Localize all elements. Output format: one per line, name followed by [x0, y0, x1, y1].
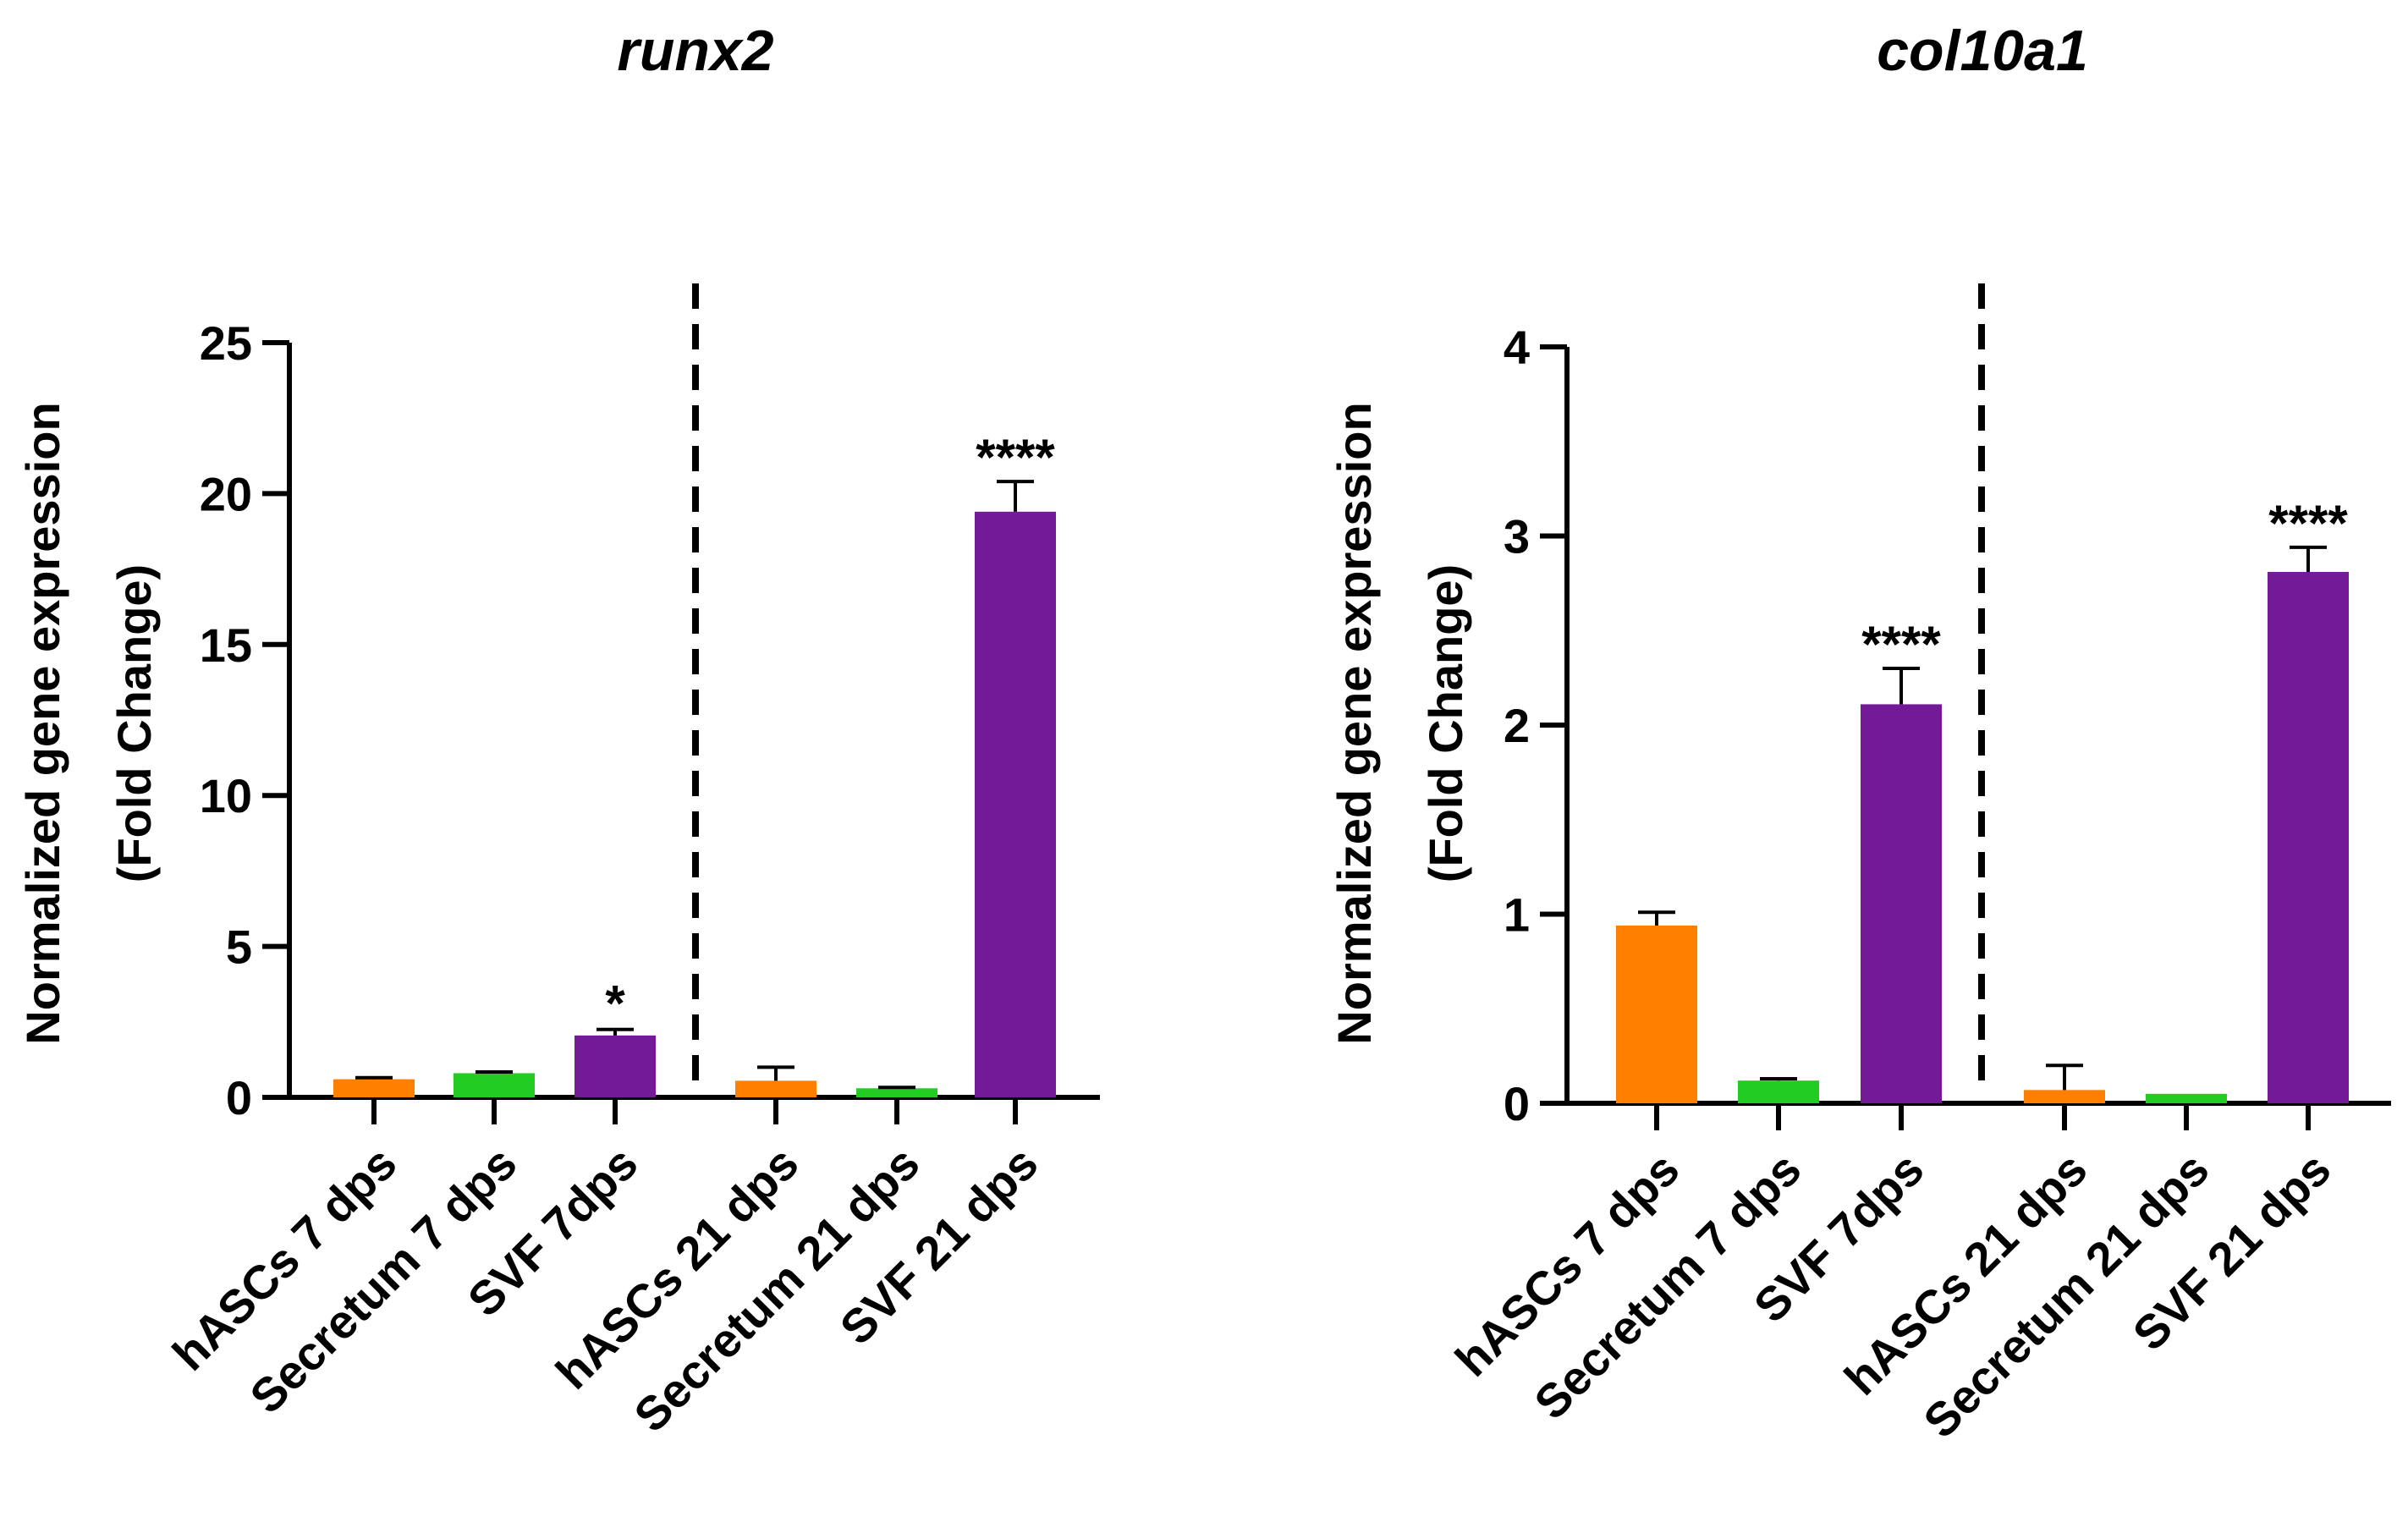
chart-title: runx2	[617, 19, 773, 83]
y-axis-label: Normalized gene expression	[16, 402, 69, 1044]
y-axis-label-units: (Fold Change)	[107, 564, 161, 882]
y-tick-label: 0	[226, 1071, 252, 1124]
bar-3	[1861, 704, 1942, 1103]
chart-panel-runx2: runx2 Normalized gene expression (Fold Cha…	[16, 19, 1100, 1442]
bar-2	[1738, 1080, 1819, 1103]
y-tick-label: 20	[200, 467, 252, 520]
y-tick-label: 5	[226, 921, 252, 974]
bar-1	[1616, 925, 1697, 1103]
bar-5	[856, 1088, 937, 1097]
y-tick-label: 1	[1504, 888, 1530, 942]
y-axis-label-units: (Fold Change)	[1419, 564, 1472, 882]
bar-5	[2146, 1093, 2227, 1103]
y-tick-label: 3	[1504, 510, 1530, 563]
y-tick-label: 4	[1504, 321, 1530, 374]
significance-marker: ****	[2268, 495, 2348, 552]
y-tick-label: 25	[200, 316, 252, 370]
significance-marker: ****	[976, 429, 1055, 486]
y-tick-label: 15	[200, 618, 252, 672]
bar-6	[975, 511, 1056, 1097]
y-tick-label: 0	[1504, 1077, 1530, 1130]
bar-3	[575, 1035, 656, 1097]
bar-1	[333, 1079, 415, 1097]
significance-marker: *	[605, 976, 625, 1032]
y-axis-label: Normalized gene expression	[1328, 402, 1381, 1044]
bar-6	[2268, 571, 2349, 1103]
bar-2	[454, 1073, 535, 1097]
bar-4	[2024, 1090, 2105, 1103]
significance-marker: ****	[1861, 616, 1941, 673]
bar-4	[735, 1080, 816, 1097]
y-tick-label: 10	[200, 769, 252, 822]
chart-panel-col10a1: col10a1 Normalized gene expression (Fold C…	[1328, 19, 2391, 1448]
y-tick-label: 2	[1504, 699, 1530, 752]
chart-title: col10a1	[1877, 19, 2088, 83]
